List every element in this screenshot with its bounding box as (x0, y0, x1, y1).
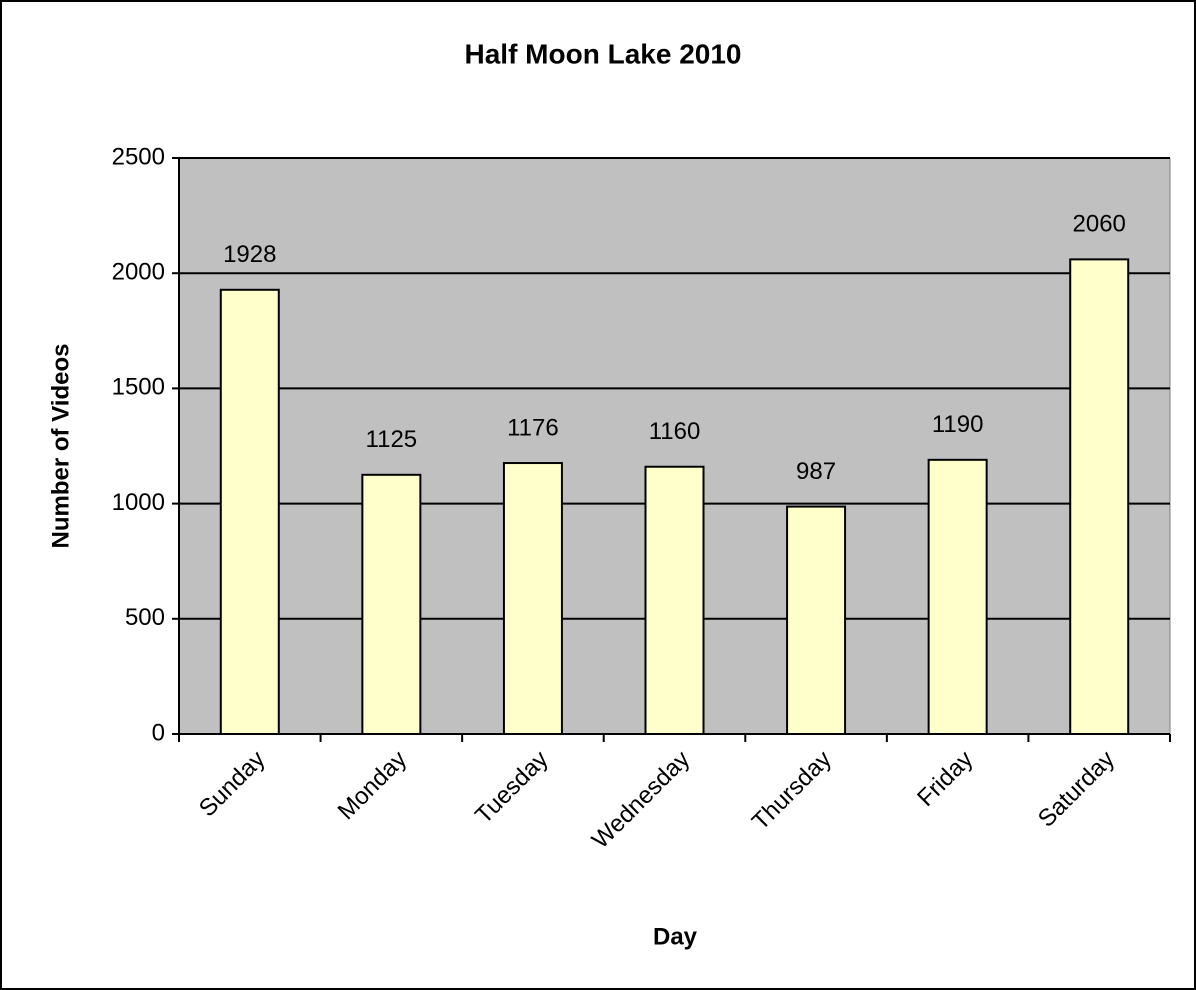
y-tick-label: 1500 (112, 374, 165, 401)
bar (361, 473, 422, 735)
y-tick-label: 500 (125, 604, 165, 631)
x-axis-title: Day (653, 923, 698, 950)
data-label: 1928 (223, 241, 276, 268)
data-label: 2060 (1073, 211, 1126, 238)
y-tick-label: 1000 (112, 489, 165, 516)
y-tick-label: 0 (152, 719, 165, 746)
data-label: 1176 (507, 414, 559, 441)
bar (927, 458, 988, 735)
data-label: 987 (796, 458, 836, 485)
data-label: 1160 (649, 418, 701, 445)
bar (786, 505, 847, 736)
chart-title: Half Moon Lake 2010 (465, 38, 742, 69)
y-axis-title: Number of Videos (47, 344, 74, 549)
bar (502, 462, 563, 735)
data-label: 1125 (366, 426, 418, 453)
y-tick-label: 2000 (112, 259, 165, 286)
y-tick-label: 2500 (112, 143, 165, 170)
bar (219, 288, 280, 735)
bar (1069, 258, 1130, 735)
data-label: 1190 (932, 411, 984, 438)
bar (644, 465, 705, 735)
